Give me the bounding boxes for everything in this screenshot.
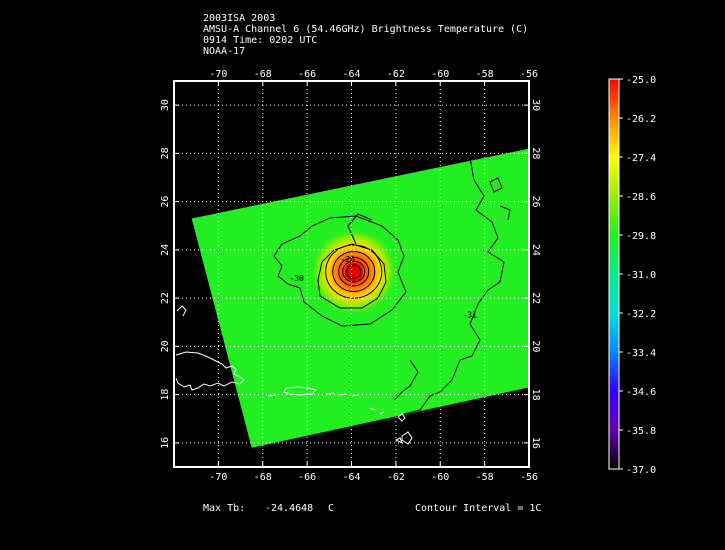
x-label-top-0: -70 xyxy=(209,69,227,80)
hispaniola-coastline xyxy=(175,351,245,391)
colorbar xyxy=(609,79,619,469)
x-label-bottom-1: -68 xyxy=(254,472,272,483)
y-label-right-6: 28 xyxy=(530,147,541,159)
colorbar-label-1: -26.2 xyxy=(626,114,656,125)
colorbar-label-6: -32.2 xyxy=(626,309,656,320)
colorbar-label-4: -29.8 xyxy=(626,231,656,242)
colorbar-label-5: -31.0 xyxy=(626,270,656,281)
contour-core-1 xyxy=(332,251,376,293)
colorbar-label-2: -27.4 xyxy=(626,153,656,164)
x-label-bottom-6: -58 xyxy=(476,472,494,483)
x-label-top-3: -64 xyxy=(342,69,360,80)
x-label-top-5: -60 xyxy=(431,69,449,80)
contour-ne-fragment xyxy=(489,177,511,221)
contour-top xyxy=(347,213,373,245)
colorbar-label-3: -28.6 xyxy=(626,192,656,203)
max-tb-value: -24.4648 xyxy=(265,503,314,514)
x-label-top-7: -56 xyxy=(520,69,538,80)
turks-caicos-coastline xyxy=(176,305,187,317)
y-label-right-4: 24 xyxy=(530,244,541,256)
contour-south xyxy=(393,359,419,401)
contour-label-1: -31 xyxy=(462,310,477,319)
contour-core-0 xyxy=(325,244,383,299)
x-label-bottom-7: -56 xyxy=(520,472,538,483)
contour-interval-label: Contour Interval = 1C xyxy=(415,503,542,514)
x-label-bottom-4: -62 xyxy=(387,472,405,483)
title-line-1: 2003ISA 2003 xyxy=(203,13,276,24)
x-label-bottom-5: -60 xyxy=(431,472,449,483)
y-label-right-3: 22 xyxy=(530,292,541,304)
y-label-right-0: 16 xyxy=(530,437,541,449)
colorbar-label-7: -33.4 xyxy=(626,348,656,359)
y-label-left-2: 20 xyxy=(160,340,171,352)
colorbar-label-9: -35.8 xyxy=(626,426,656,437)
max-tb-unit: C xyxy=(328,503,335,514)
x-label-bottom-0: -70 xyxy=(209,472,227,483)
title-line-2: AMSU-A Channel 6 (54.46GHz) Brightness T… xyxy=(203,24,529,35)
colorbar-label-10: -37.0 xyxy=(626,465,656,476)
contour-core-2 xyxy=(338,256,370,287)
y-label-right-5: 26 xyxy=(530,196,541,208)
max-tb-label: Max Tb: xyxy=(203,503,246,514)
contour-core-3 xyxy=(342,260,366,283)
contour-label-2: -26 xyxy=(340,255,355,264)
y-label-left-3: 22 xyxy=(160,292,171,304)
y-label-left-0: 16 xyxy=(160,437,171,449)
warm-core-center xyxy=(344,262,363,283)
contour-core-4 xyxy=(346,264,362,279)
title-line-4: NOAA-17 xyxy=(203,46,246,57)
y-label-left-4: 24 xyxy=(160,244,171,256)
x-label-bottom-3: -64 xyxy=(342,472,360,483)
contour-label-0: -30 xyxy=(289,274,304,283)
x-label-bottom-2: -66 xyxy=(298,472,316,483)
y-label-right-2: 20 xyxy=(530,340,541,352)
x-label-top-2: -66 xyxy=(298,69,316,80)
lesser-antilles-coastline xyxy=(394,413,413,445)
y-label-left-6: 28 xyxy=(160,147,171,159)
title-line-3: 0914 Time: 0202 UTC xyxy=(203,35,318,46)
x-label-top-1: -68 xyxy=(254,69,272,80)
contour-ring-2 xyxy=(317,243,387,309)
puerto-rico-coastline xyxy=(283,386,317,396)
contour-east xyxy=(403,157,505,415)
y-label-left-7: 30 xyxy=(160,99,171,111)
x-label-top-6: -58 xyxy=(476,69,494,80)
colorbar-label-8: -34.6 xyxy=(626,387,656,398)
x-label-top-4: -62 xyxy=(387,69,405,80)
y-label-right-7: 30 xyxy=(530,99,541,111)
y-label-right-1: 18 xyxy=(530,389,541,401)
y-label-left-1: 18 xyxy=(160,389,171,401)
colorbar-label-0: -25.0 xyxy=(626,75,656,86)
y-label-left-5: 26 xyxy=(160,196,171,208)
